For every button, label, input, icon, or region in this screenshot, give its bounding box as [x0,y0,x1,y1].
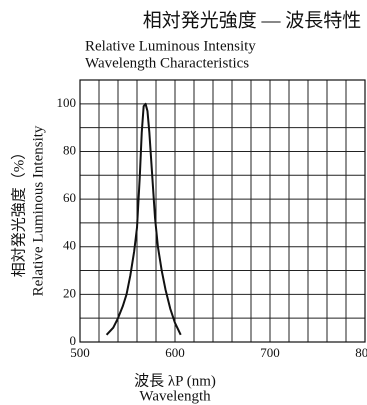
chart-title: 相対発光強度 — 波長特性 [143,9,362,31]
y-tick-label: 100 [57,95,77,110]
x-axis-label: Wavelength [139,388,211,404]
plot-frame [79,79,366,343]
y-tick-label: 0 [70,333,77,348]
x-tick-label: 500 [70,345,90,360]
y-tick-label: 80 [63,142,76,157]
y-tick-label: 20 [63,285,76,300]
y-tick-label: 60 [63,190,76,205]
chart-subtitle: Wavelength Characteristics [85,55,249,71]
x-tick-label: 600 [165,345,185,360]
x-axis-label: 波長 λP (nm) [134,372,216,389]
x-tick-label: 700 [260,345,280,360]
y-axis-label: 相対発光強度（%） [10,145,27,278]
y-axis-label: Relative Luminous Intensity [30,125,46,296]
x-tick-label: 800 [355,345,367,360]
chart-subtitle: Relative Luminous Intensity [85,38,256,54]
line-series [105,102,182,336]
y-tick-label: 40 [63,238,76,253]
